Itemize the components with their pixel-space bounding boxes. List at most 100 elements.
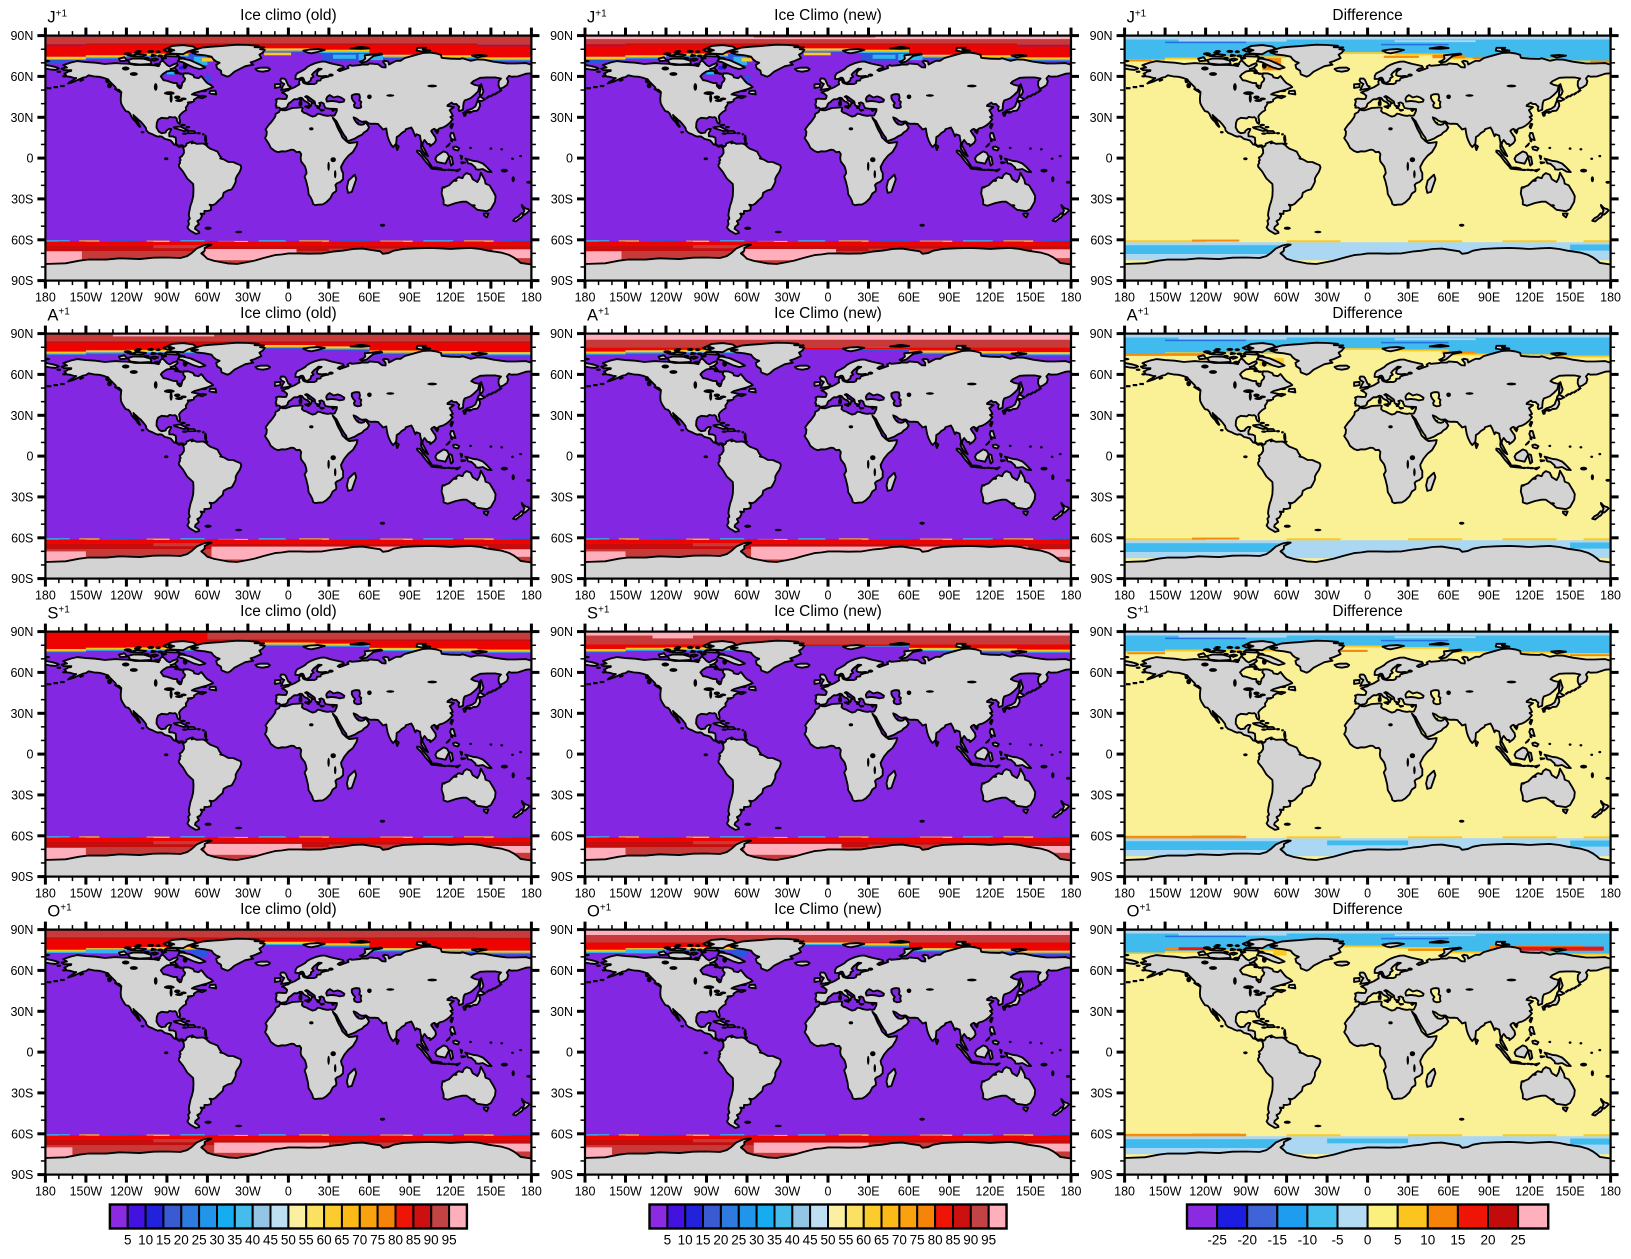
svg-text:90S: 90S (551, 870, 573, 884)
svg-text:Ice climo (old): Ice climo (old) (240, 603, 336, 620)
svg-text:30E: 30E (1397, 589, 1419, 603)
svg-text:90E: 90E (1478, 1185, 1500, 1199)
svg-text:75: 75 (910, 1233, 925, 1248)
svg-text:30N: 30N (550, 1005, 573, 1019)
svg-text:-15: -15 (1268, 1233, 1288, 1248)
svg-text:150E: 150E (476, 1185, 505, 1199)
svg-text:90S: 90S (11, 870, 33, 884)
svg-text:60W: 60W (195, 1185, 221, 1199)
svg-text:90W: 90W (154, 589, 180, 603)
svg-text:90N: 90N (550, 923, 573, 937)
svg-text:90W: 90W (694, 589, 720, 603)
svg-text:5: 5 (1394, 1233, 1402, 1248)
svg-text:Difference: Difference (1332, 603, 1402, 620)
svg-text:120E: 120E (1515, 589, 1544, 603)
svg-text:60: 60 (856, 1233, 871, 1248)
svg-text:180: 180 (1114, 589, 1135, 603)
svg-text:180: 180 (1061, 589, 1082, 603)
svg-text:30S: 30S (551, 192, 573, 206)
svg-text:120E: 120E (1515, 1185, 1544, 1199)
svg-text:60E: 60E (898, 291, 920, 305)
svg-text:180: 180 (35, 291, 56, 305)
svg-text:90E: 90E (399, 887, 421, 901)
svg-text:0: 0 (26, 152, 33, 166)
svg-text:120W: 120W (650, 887, 683, 901)
svg-text:Ice climo (old): Ice climo (old) (240, 901, 336, 918)
svg-text:65: 65 (874, 1233, 889, 1248)
svg-text:180: 180 (1600, 887, 1621, 901)
svg-text:60W: 60W (734, 887, 760, 901)
svg-text:0: 0 (566, 450, 573, 464)
svg-text:150W: 150W (1149, 887, 1182, 901)
svg-text:45: 45 (263, 1233, 278, 1248)
svg-text:40: 40 (245, 1233, 260, 1248)
svg-text:55: 55 (299, 1233, 314, 1248)
svg-text:30W: 30W (235, 1185, 261, 1199)
svg-text:30N: 30N (550, 111, 573, 125)
svg-text:30W: 30W (1314, 1185, 1340, 1199)
svg-text:30E: 30E (1397, 887, 1419, 901)
svg-text:10: 10 (1420, 1233, 1435, 1248)
svg-text:60S: 60S (551, 1127, 573, 1141)
svg-text:30W: 30W (1314, 589, 1340, 603)
svg-text:30N: 30N (1090, 707, 1113, 721)
svg-text:50: 50 (281, 1233, 296, 1248)
svg-text:120E: 120E (975, 291, 1004, 305)
svg-text:30N: 30N (1090, 1005, 1113, 1019)
svg-text:180: 180 (1061, 291, 1082, 305)
svg-text:5: 5 (124, 1233, 132, 1248)
svg-text:90N: 90N (1090, 29, 1113, 43)
svg-text:150W: 150W (70, 291, 103, 305)
svg-text:30N: 30N (10, 111, 33, 125)
svg-text:30E: 30E (857, 1185, 879, 1199)
svg-text:35: 35 (767, 1233, 782, 1248)
svg-text:90E: 90E (1478, 887, 1500, 901)
svg-text:0: 0 (825, 1185, 832, 1199)
svg-text:180: 180 (35, 1185, 56, 1199)
svg-text:0: 0 (825, 589, 832, 603)
svg-text:0: 0 (285, 589, 292, 603)
svg-text:120W: 120W (650, 1185, 683, 1199)
svg-text:120W: 120W (1189, 887, 1222, 901)
svg-text:150W: 150W (70, 887, 103, 901)
svg-text:180: 180 (575, 291, 596, 305)
svg-text:60E: 60E (898, 887, 920, 901)
svg-text:90W: 90W (154, 887, 180, 901)
svg-text:30W: 30W (1314, 291, 1340, 305)
svg-text:60S: 60S (551, 233, 573, 247)
svg-text:15: 15 (156, 1233, 171, 1248)
svg-text:Ice Climo (new): Ice Climo (new) (774, 603, 882, 620)
svg-text:30E: 30E (318, 589, 340, 603)
svg-text:120E: 120E (1515, 291, 1544, 305)
svg-text:90W: 90W (694, 887, 720, 901)
svg-text:Difference: Difference (1332, 901, 1402, 918)
svg-text:30E: 30E (857, 291, 879, 305)
svg-text:0: 0 (825, 291, 832, 305)
svg-text:30N: 30N (550, 409, 573, 423)
svg-text:70: 70 (892, 1233, 907, 1248)
svg-text:30N: 30N (10, 707, 33, 721)
svg-text:90W: 90W (1233, 291, 1259, 305)
svg-text:180: 180 (575, 589, 596, 603)
svg-text:150W: 150W (70, 589, 103, 603)
svg-text:60W: 60W (195, 887, 221, 901)
svg-text:30E: 30E (318, 887, 340, 901)
svg-text:30: 30 (209, 1233, 224, 1248)
svg-text:65: 65 (334, 1233, 349, 1248)
svg-text:30E: 30E (857, 887, 879, 901)
svg-text:85: 85 (406, 1233, 421, 1248)
svg-text:120E: 120E (436, 589, 465, 603)
svg-text:25: 25 (1511, 1233, 1526, 1248)
svg-text:0: 0 (285, 291, 292, 305)
svg-text:30S: 30S (11, 192, 33, 206)
svg-text:120E: 120E (436, 887, 465, 901)
svg-text:180: 180 (1114, 291, 1135, 305)
svg-text:30S: 30S (11, 1086, 33, 1100)
svg-text:180: 180 (1114, 1185, 1135, 1199)
svg-text:Ice climo (old): Ice climo (old) (240, 305, 336, 322)
svg-text:30E: 30E (318, 291, 340, 305)
svg-text:15: 15 (1450, 1233, 1465, 1248)
svg-text:90N: 90N (550, 625, 573, 639)
svg-text:120W: 120W (110, 1185, 143, 1199)
svg-text:Difference: Difference (1332, 305, 1402, 322)
